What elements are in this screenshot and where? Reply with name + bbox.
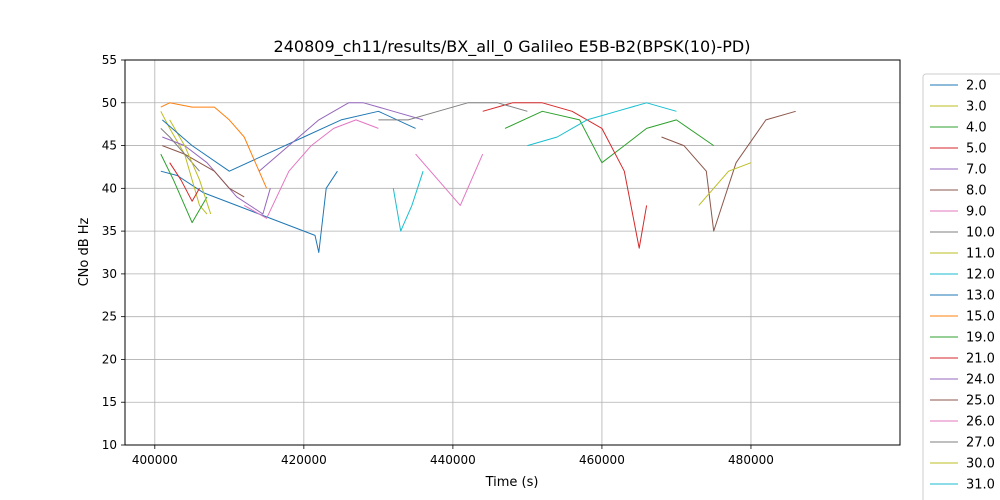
legend-label: 4.0 [966, 121, 987, 136]
y-axis-label: CNo dB Hz [77, 217, 92, 286]
y-tick-label: 10 [102, 438, 117, 452]
series-line [243, 119, 379, 219]
legend-label: 11.0 [966, 247, 995, 262]
y-tick-label: 30 [102, 267, 117, 281]
chart-title: 240809_ch11/results/BX_all_0 Galileo E5B… [274, 37, 751, 57]
legend-label: 31.0 [966, 478, 995, 493]
legend-label: 2.0 [966, 79, 987, 94]
legend-label: 12.0 [966, 268, 995, 283]
y-tick-label: 40 [102, 181, 117, 195]
series-line [661, 110, 796, 232]
x-tick-label: 420000 [281, 453, 327, 467]
y-tick-label: 55 [102, 53, 117, 67]
legend-label: 3.0 [966, 100, 987, 115]
series-line [482, 102, 648, 249]
series-line [527, 102, 677, 147]
legend-label: 15.0 [966, 310, 995, 325]
series-line [162, 145, 245, 198]
y-axis: 10 15 20 25 30 35 40 45 50 55 [102, 53, 125, 452]
grid-lines [125, 59, 900, 446]
series-lines [160, 102, 796, 253]
legend-label: 30.0 [966, 457, 995, 472]
series-line [169, 119, 212, 215]
series-line [415, 153, 484, 206]
legend-label: 21.0 [966, 352, 995, 367]
series-line [160, 153, 208, 224]
legend-label: 24.0 [966, 373, 995, 388]
x-axis-label: Time (s) [485, 475, 539, 490]
x-tick-label: 460000 [579, 453, 625, 467]
series-line [169, 162, 200, 202]
legend-label: 9.0 [966, 205, 987, 220]
series-line [378, 102, 528, 121]
x-tick-label: 400000 [132, 453, 178, 467]
legend-label: 26.0 [966, 415, 995, 430]
series-line [161, 110, 416, 172]
y-tick-label: 15 [102, 395, 117, 409]
y-tick-label: 25 [102, 310, 117, 324]
legend: 2.0 3.0 4.0 5.0 7.0 8.0 9.0 10.0 11.0 12.0 13.0 15.… [922, 73, 1000, 500]
x-tick-label: 480000 [728, 453, 774, 467]
series-line [392, 171, 424, 232]
series-line [504, 110, 714, 164]
y-tick-label: 45 [102, 139, 117, 153]
legend-label: 5.0 [966, 142, 987, 157]
plot-area [124, 59, 901, 446]
series-line [160, 102, 268, 189]
legend-label: 7.0 [966, 163, 987, 178]
legend-label: 13.0 [966, 289, 995, 304]
legend-label: 19.0 [966, 331, 995, 346]
x-tick-label: 440000 [430, 453, 476, 467]
x-axis: 400000 420000 440000 460000 480000 [132, 445, 774, 467]
y-tick-label: 50 [102, 96, 117, 110]
series-line [160, 170, 338, 253]
legend-label: 27.0 [966, 436, 995, 451]
series-line [258, 102, 424, 172]
legend-label: 25.0 [966, 394, 995, 409]
legend-label: 10.0 [966, 226, 995, 241]
legend-label: 8.0 [966, 184, 987, 199]
y-tick-label: 20 [102, 352, 117, 366]
legend-box [922, 73, 1000, 500]
series-line [698, 162, 752, 206]
y-tick-label: 35 [102, 224, 117, 238]
